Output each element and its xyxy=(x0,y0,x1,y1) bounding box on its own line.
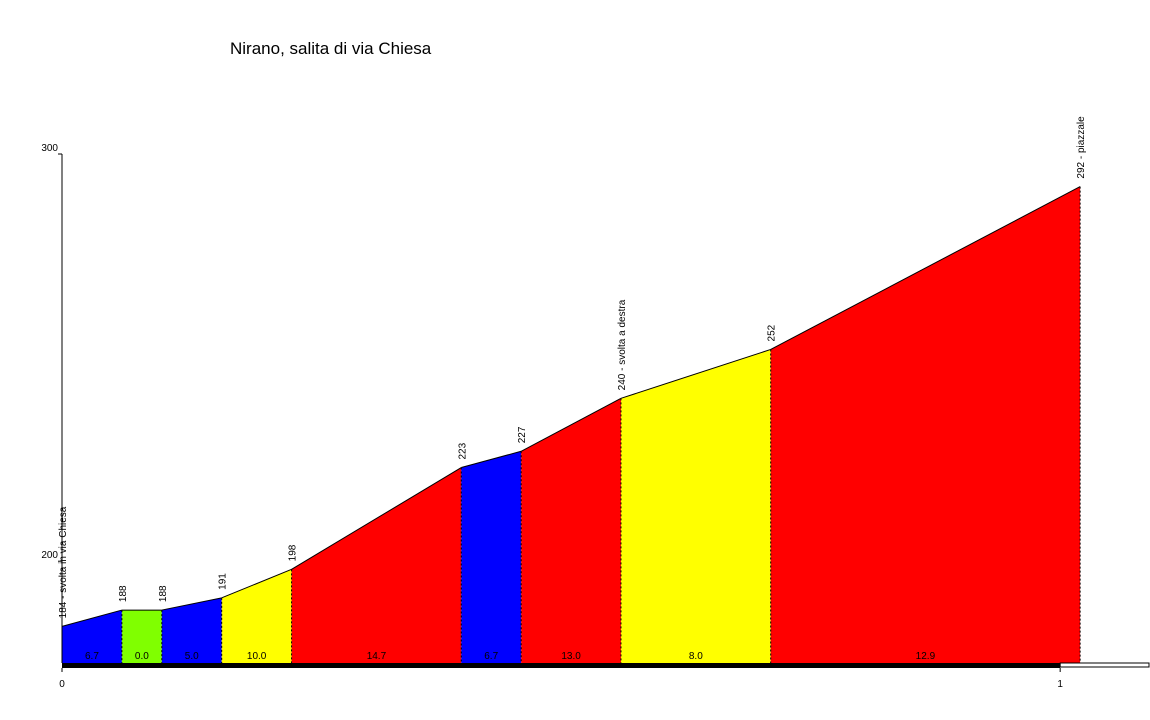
profile-edge xyxy=(61,609,123,627)
point-label: 223 xyxy=(457,442,468,459)
segment xyxy=(620,349,771,663)
segment xyxy=(291,467,462,663)
gradient-label: 6.7 xyxy=(85,651,99,662)
segment xyxy=(221,569,292,663)
chart-title: Nirano, salita di via Chiesa xyxy=(230,39,432,58)
point-label: 240 - svolta a destra xyxy=(617,299,628,390)
profile-edge xyxy=(221,568,292,599)
profile-edge xyxy=(461,450,522,469)
point-label: 184 - svolta in via Chiesa xyxy=(58,506,69,618)
segment xyxy=(461,451,522,663)
gradient-label: 12.9 xyxy=(916,651,936,662)
profile-edge xyxy=(770,186,1081,350)
gradient-label: 14.7 xyxy=(367,651,387,662)
segment xyxy=(770,186,1081,664)
gradient-label: 10.0 xyxy=(247,651,267,662)
gradient-label: 0.0 xyxy=(135,651,149,662)
profile-edge xyxy=(520,397,622,452)
gradient-label: 13.0 xyxy=(561,651,581,662)
gradient-label: 8.0 xyxy=(689,651,703,662)
x-tick-label: 1 xyxy=(1057,679,1063,690)
profile-edge xyxy=(161,597,222,611)
x-axis-rest xyxy=(1059,662,1150,668)
gradient-label: 5.0 xyxy=(185,651,199,662)
point-label: 198 xyxy=(288,544,299,561)
gradient-label: 6.7 xyxy=(484,651,498,662)
point-label: 227 xyxy=(517,426,528,443)
point-label: 188 xyxy=(158,585,169,602)
profile-edge xyxy=(291,467,462,570)
point-label: 252 xyxy=(767,324,778,341)
y-tick-label: 300 xyxy=(41,143,58,154)
x-axis-bar xyxy=(62,663,1061,668)
x-tick-label: 0 xyxy=(59,679,65,690)
point-label: 292 - piazzale xyxy=(1076,116,1087,179)
point-label: 188 xyxy=(118,585,129,602)
segment xyxy=(62,610,122,663)
segment xyxy=(121,610,162,663)
profile-edge xyxy=(620,348,771,399)
segment xyxy=(521,398,621,663)
segment xyxy=(161,597,222,663)
y-tick-label: 200 xyxy=(41,550,58,561)
point-label: 191 xyxy=(218,573,229,590)
